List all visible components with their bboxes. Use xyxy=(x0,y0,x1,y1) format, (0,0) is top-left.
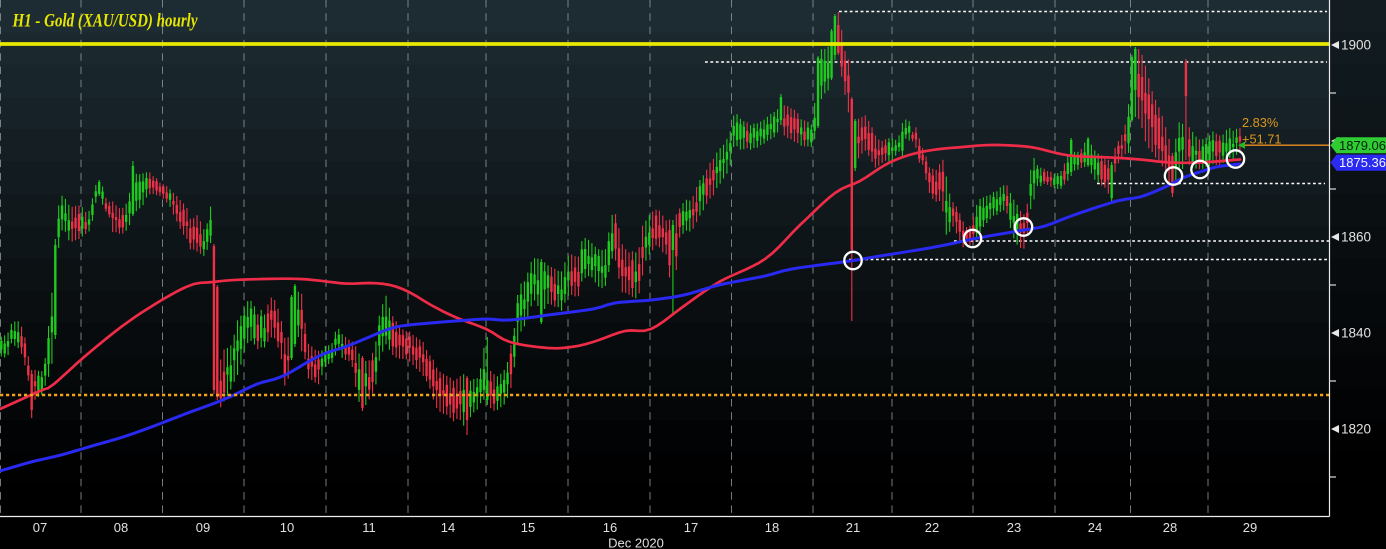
svg-text:07: 07 xyxy=(33,520,47,535)
svg-text:08: 08 xyxy=(114,520,128,535)
svg-text:23: 23 xyxy=(1007,520,1021,535)
svg-text:1840: 1840 xyxy=(1341,326,1371,341)
svg-text:21: 21 xyxy=(846,520,860,535)
svg-text:H1 - Gold (XAU/USD) hourly: H1 - Gold (XAU/USD) hourly xyxy=(12,10,198,31)
svg-text:2.83%: 2.83% xyxy=(1242,115,1278,130)
svg-text:1875.36: 1875.36 xyxy=(1339,155,1386,170)
svg-text:14: 14 xyxy=(441,520,455,535)
svg-text:+51.71: +51.71 xyxy=(1242,132,1282,147)
svg-text:28: 28 xyxy=(1163,520,1177,535)
svg-text:1900: 1900 xyxy=(1341,38,1371,53)
svg-text:1860: 1860 xyxy=(1341,230,1371,245)
svg-text:15: 15 xyxy=(521,520,535,535)
svg-text:29: 29 xyxy=(1243,520,1257,535)
svg-text:16: 16 xyxy=(603,520,617,535)
svg-text:09: 09 xyxy=(196,520,210,535)
svg-text:1820: 1820 xyxy=(1341,422,1371,437)
svg-text:1879.06: 1879.06 xyxy=(1339,138,1386,153)
svg-text:18: 18 xyxy=(765,520,779,535)
svg-text:11: 11 xyxy=(362,520,376,535)
svg-text:24: 24 xyxy=(1088,520,1102,535)
svg-text:17: 17 xyxy=(684,520,698,535)
svg-text:Dec 2020: Dec 2020 xyxy=(608,536,664,549)
svg-text:10: 10 xyxy=(280,520,294,535)
svg-text:22: 22 xyxy=(925,520,939,535)
